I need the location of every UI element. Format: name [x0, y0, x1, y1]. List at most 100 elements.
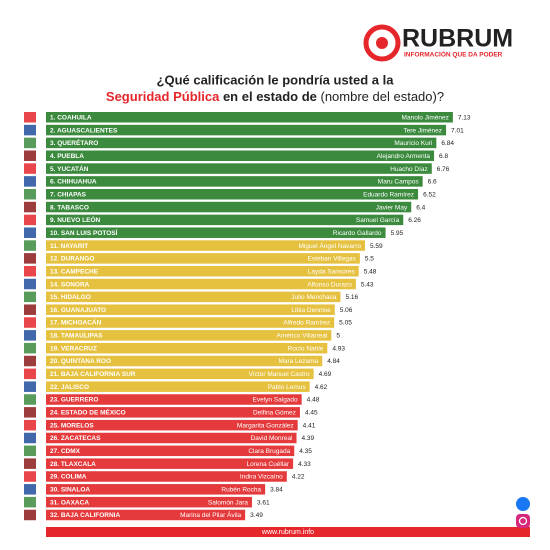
governor-label: Eduardo Ramírez — [363, 191, 414, 198]
party-icon — [24, 484, 36, 495]
value-label: 6.4 — [416, 204, 425, 211]
value-label: 6.8 — [439, 153, 448, 160]
bar — [46, 432, 297, 444]
value-label: 6.52 — [423, 191, 436, 198]
state-label: 30. SINALOA — [50, 487, 90, 494]
state-label: 5. YUCATÁN — [50, 164, 89, 173]
state-label: 23. GUERRERO — [50, 397, 98, 404]
bar — [46, 445, 295, 457]
bar — [46, 253, 360, 264]
bar — [46, 201, 412, 213]
state-label: 20. QUINTANA ROO — [50, 358, 111, 365]
state-label: 32. BAJA CALIFORNIA — [50, 512, 120, 519]
bar — [46, 330, 332, 341]
value-label: 4.33 — [298, 461, 311, 468]
value-label: 4.62 — [315, 384, 328, 391]
party-icon — [24, 419, 36, 431]
value-label: 6.26 — [408, 217, 421, 224]
title-highlight: Seguridad Pública — [106, 89, 220, 104]
bars: 1. COAHUILA Manolo Jiménez 7.13 2. AGUASCAL… — [24, 112, 471, 521]
bar — [46, 484, 266, 495]
governor-label: Javier May — [376, 204, 408, 211]
value-label: 5.06 — [340, 307, 353, 314]
value-label: 4.48 — [307, 397, 320, 404]
bar — [46, 214, 404, 226]
party-icon — [24, 112, 36, 123]
state-label: 28. TLAXCALA — [50, 461, 96, 468]
title-line-2: Seguridad Pública en el estado de (nombr… — [106, 89, 444, 104]
value-label: 5.05 — [339, 320, 352, 327]
party-icon — [24, 176, 36, 187]
state-label: 17. MICHOACÁN — [50, 318, 102, 327]
governor-label: Layda Sansores — [308, 268, 356, 275]
bar — [46, 509, 246, 521]
party-icon — [24, 381, 36, 392]
governor-label: Américo Villarreal — [277, 333, 328, 340]
footer-url: www.rubrum.info — [261, 529, 314, 536]
party-icon — [24, 253, 36, 264]
bar — [46, 394, 302, 405]
state-label: 27. CDMX — [50, 448, 81, 455]
governor-label: Clara Brugada — [248, 448, 290, 455]
governor-label: Maru Campos — [378, 179, 420, 186]
value-label: 4.39 — [302, 435, 315, 442]
state-label: 14. SONORA — [50, 281, 90, 288]
facebook-icon[interactable] — [516, 497, 530, 511]
party-icon — [24, 355, 36, 367]
governor-label: Tere Jiménez — [403, 127, 442, 134]
value-label: 5.43 — [361, 281, 374, 288]
value-label: 4.45 — [305, 410, 318, 417]
party-icon — [24, 458, 36, 469]
party-icon — [24, 201, 36, 213]
instagram-icon[interactable] — [516, 514, 530, 528]
bar — [46, 176, 423, 187]
state-label: 8. TABASCO — [50, 204, 89, 211]
state-label: 10. SAN LUIS POTOSÍ — [50, 228, 118, 237]
governor-label: Alfredo Ramírez — [283, 320, 330, 327]
bar — [46, 265, 359, 277]
state-label: 16. GUANAJUATO — [50, 307, 106, 314]
party-icon — [24, 342, 36, 354]
value-label: 5 — [336, 333, 340, 340]
value-label: 4.41 — [303, 422, 316, 429]
value-label: 3.49 — [250, 512, 263, 519]
party-icon — [24, 265, 36, 277]
party-icon — [24, 496, 36, 508]
party-icon — [24, 432, 36, 444]
party-icon — [24, 317, 36, 328]
state-label: 21. BAJA CALIFORNIA SUR — [50, 371, 136, 378]
title-part: (nombre del estado)? — [321, 89, 445, 104]
value-label: 5.59 — [370, 243, 383, 250]
state-label: 29. COLIMA — [50, 474, 87, 481]
value-label: 4.35 — [299, 448, 312, 455]
bar — [46, 419, 298, 431]
state-label: 1. COAHUILA — [50, 114, 92, 121]
state-label: 18. TAMAULIPAS — [50, 333, 103, 340]
party-icon — [24, 163, 36, 174]
state-label: 7. CHIAPAS — [50, 191, 87, 198]
party-icon — [24, 227, 36, 238]
bar — [46, 291, 341, 303]
state-label: 22. JALISCO — [50, 384, 89, 391]
state-label: 19. VERACRUZ — [50, 345, 97, 352]
governor-label: Evelyn Salgado — [252, 397, 298, 404]
governor-label: Samuel García — [356, 217, 400, 224]
value-label: 3.84 — [270, 487, 283, 494]
governor-label: Ricardo Gallardo — [333, 230, 382, 237]
state-label: 26. ZACATECAS — [50, 435, 101, 442]
state-label: 24. ESTADO DE MÉXICO — [50, 408, 126, 417]
state-label: 9. NUEVO LEÓN — [50, 215, 101, 224]
governor-label: Alejandro Armenta — [377, 153, 431, 160]
governor-label: Huacho Díaz — [390, 166, 428, 173]
title-part: en el estado de — [223, 89, 317, 104]
state-label: 6. CHIHUAHUA — [50, 179, 97, 186]
bar — [46, 317, 335, 328]
state-label: 12. DURANGO — [50, 256, 94, 263]
governor-label: Miguel Ángel Navarro — [298, 241, 361, 250]
bar — [46, 124, 447, 136]
party-icon — [24, 445, 36, 457]
party-icon — [24, 124, 36, 136]
party-icon — [24, 394, 36, 405]
bar — [46, 150, 435, 161]
